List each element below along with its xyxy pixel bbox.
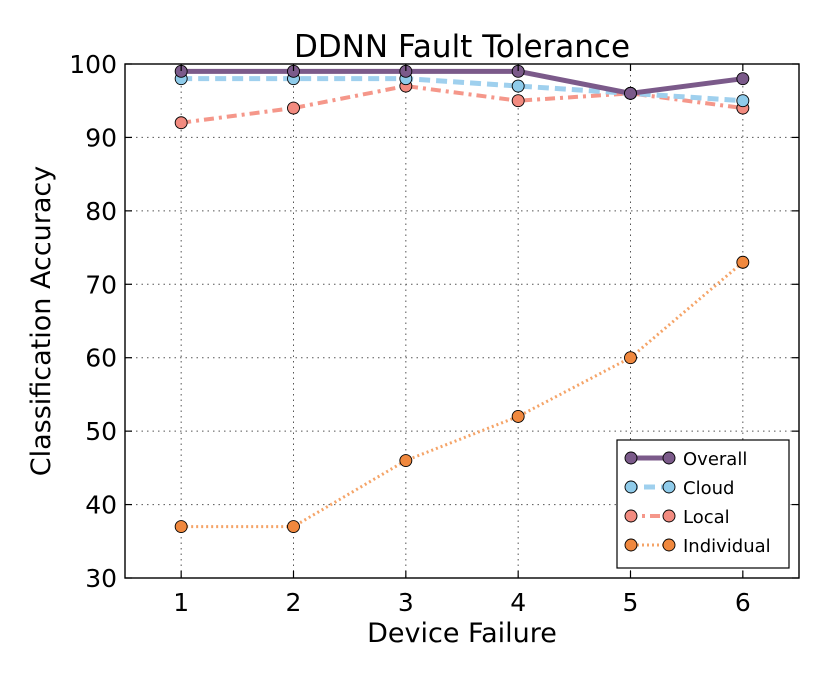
x-tick-label: 5 [623, 588, 639, 617]
axes: 1 2 3 4 5 6 30 40 50 60 70 80 90 100 [69, 50, 799, 617]
data-point-individual [511, 410, 525, 423]
x-axis-label: Device Failure [367, 618, 557, 649]
data-point-cloud [511, 79, 525, 93]
legend-label-local: Local [683, 507, 730, 528]
y-tick-label: 90 [85, 123, 117, 152]
data-point-individual [399, 454, 413, 467]
legend-box [616, 439, 790, 569]
plot-frame [124, 63, 800, 579]
x-tick-label: 6 [735, 588, 751, 617]
data-point-local [287, 101, 300, 115]
data-point-local [511, 94, 525, 108]
data-point-individual [624, 351, 637, 365]
y-tick-label: 60 [85, 344, 117, 373]
y-tick-label: 100 [69, 50, 117, 79]
y-tick-label: 80 [85, 197, 117, 226]
legend-marker-local [624, 509, 638, 523]
data-point-individual [736, 255, 750, 269]
series-line-local [180, 84, 744, 125]
y-tick-label: 50 [85, 417, 117, 446]
data-point-individual [174, 520, 188, 534]
x-tick-label: 1 [173, 588, 189, 617]
data-point-cloud [736, 94, 750, 108]
y-tick-label: 30 [85, 564, 117, 593]
x-tick-label: 3 [398, 588, 414, 617]
legend-marker-individual [662, 538, 676, 552]
x-tick-label: 2 [286, 588, 302, 617]
x-tick-label: 4 [510, 588, 526, 617]
legend-label-cloud: Cloud [683, 478, 734, 499]
series-group [174, 64, 750, 534]
data-point-overall [736, 72, 750, 86]
data-point-local [174, 116, 188, 130]
y-tick-label: 70 [85, 270, 117, 299]
series-line-cloud [181, 76, 743, 104]
legend: Overall Cloud Local Individual [616, 439, 790, 569]
legend-marker-individual [624, 538, 638, 552]
legend-marker-overall [624, 451, 638, 465]
legend-marker-local [662, 509, 676, 523]
legend-marker-cloud [662, 480, 676, 494]
chart-title: DDNN Fault Tolerance [294, 29, 630, 65]
y-axis-label: Classification Accuracy [26, 166, 57, 477]
series-line-overall [181, 68, 744, 96]
data-point-overall [624, 86, 637, 100]
legend-marker-cloud [624, 480, 638, 494]
data-point-individual [287, 520, 300, 534]
y-tick-label: 40 [85, 491, 117, 520]
legend-label-overall: Overall [683, 449, 747, 470]
legend-marker-overall [662, 451, 676, 465]
legend-label-individual: Individual [683, 536, 771, 557]
